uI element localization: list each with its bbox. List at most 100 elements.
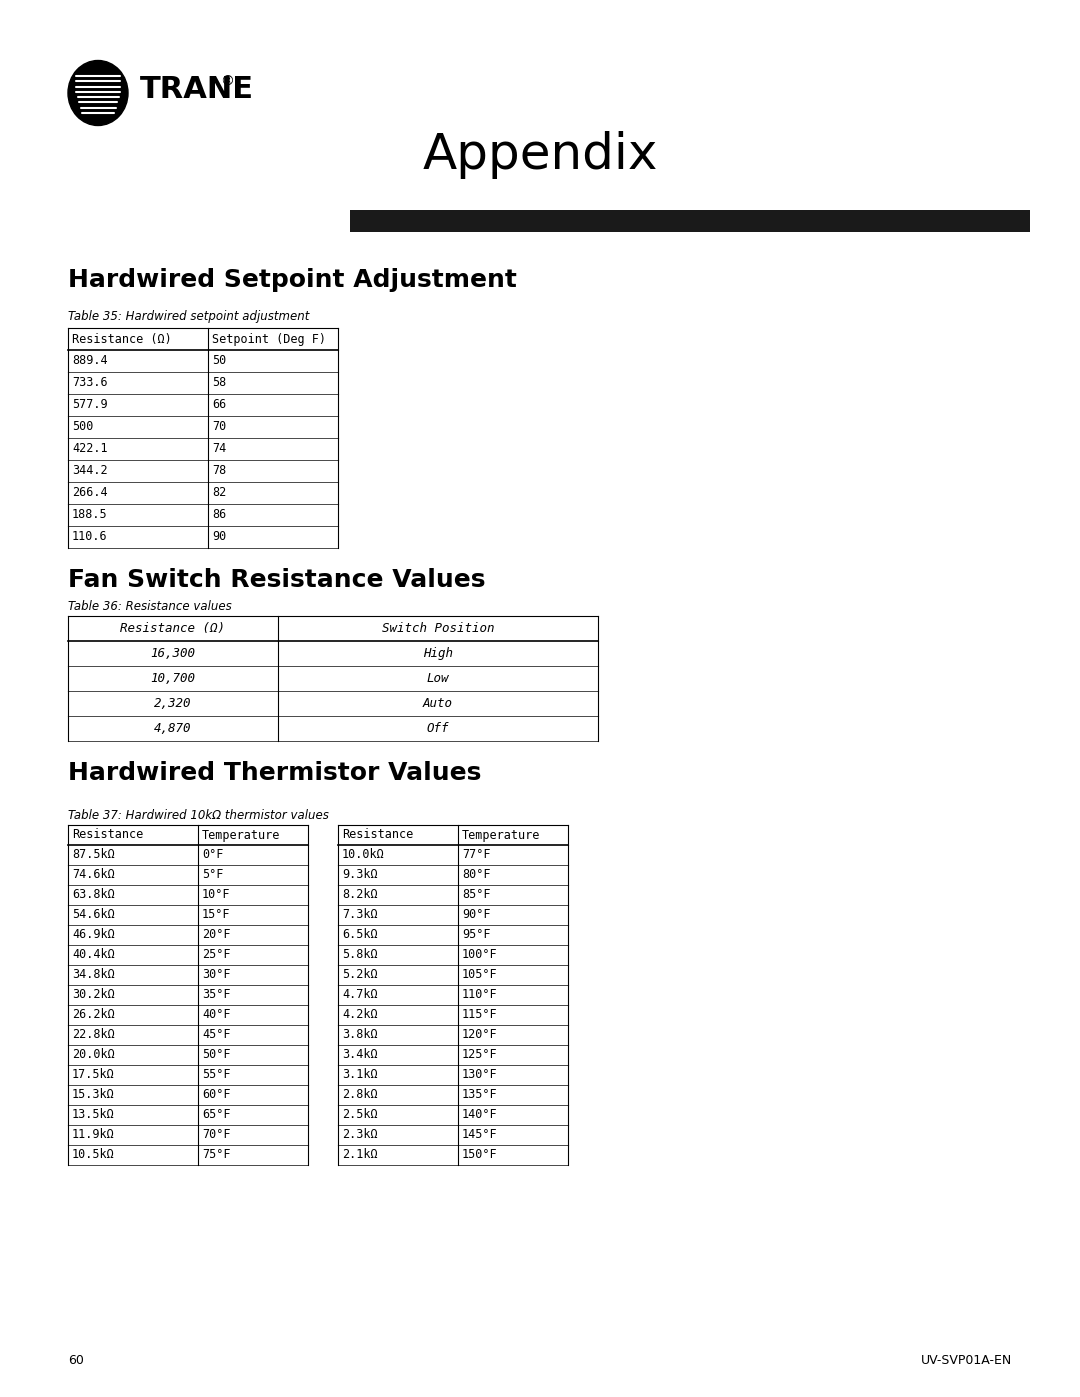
Text: Auto: Auto [423, 697, 453, 710]
Text: 60°F: 60°F [202, 1088, 230, 1101]
Text: Hardwired Setpoint Adjustment: Hardwired Setpoint Adjustment [68, 268, 517, 292]
Text: 9.3kΩ: 9.3kΩ [342, 869, 378, 882]
Text: 125°F: 125°F [462, 1049, 498, 1062]
Text: 5.2kΩ: 5.2kΩ [342, 968, 378, 982]
Text: 889.4: 889.4 [72, 355, 108, 367]
Text: 110°F: 110°F [462, 989, 498, 1002]
Text: 66: 66 [212, 398, 226, 412]
Text: 35°F: 35°F [202, 989, 230, 1002]
Text: Fan Switch Resistance Values: Fan Switch Resistance Values [68, 569, 486, 592]
Text: 4.2kΩ: 4.2kΩ [342, 1009, 378, 1021]
Text: TRANE: TRANE [140, 75, 254, 105]
Text: 120°F: 120°F [462, 1028, 498, 1042]
Text: 11.9kΩ: 11.9kΩ [72, 1129, 114, 1141]
Text: Resistance (Ω): Resistance (Ω) [72, 332, 172, 345]
Text: 10.5kΩ: 10.5kΩ [72, 1148, 114, 1161]
Text: 2,320: 2,320 [154, 697, 192, 710]
Text: 26.2kΩ: 26.2kΩ [72, 1009, 114, 1021]
Text: 2.8kΩ: 2.8kΩ [342, 1088, 378, 1101]
Text: 13.5kΩ: 13.5kΩ [72, 1108, 114, 1122]
Text: Resistance: Resistance [72, 828, 144, 841]
Text: 10.0kΩ: 10.0kΩ [342, 848, 384, 862]
Text: Off: Off [427, 722, 449, 735]
Text: Low: Low [427, 672, 449, 685]
Text: Temperature: Temperature [202, 828, 281, 841]
Text: 8.2kΩ: 8.2kΩ [342, 888, 378, 901]
Text: 10,700: 10,700 [150, 672, 195, 685]
Text: 4,870: 4,870 [154, 722, 192, 735]
Text: Table 37: Hardwired 10kΩ thermistor values: Table 37: Hardwired 10kΩ thermistor valu… [68, 809, 329, 821]
Text: 3.8kΩ: 3.8kΩ [342, 1028, 378, 1042]
Text: 266.4: 266.4 [72, 486, 108, 500]
Text: 25°F: 25°F [202, 949, 230, 961]
Text: 130°F: 130°F [462, 1069, 498, 1081]
Text: 75°F: 75°F [202, 1148, 230, 1161]
Text: 20°F: 20°F [202, 929, 230, 942]
Text: 188.5: 188.5 [72, 509, 108, 521]
Text: Resistance: Resistance [342, 828, 414, 841]
Text: 78: 78 [212, 464, 226, 478]
Text: 150°F: 150°F [462, 1148, 498, 1161]
Text: 422.1: 422.1 [72, 443, 108, 455]
Text: 86: 86 [212, 509, 226, 521]
Text: 54.6kΩ: 54.6kΩ [72, 908, 114, 922]
Text: 5°F: 5°F [202, 869, 224, 882]
Text: Resistance (Ω): Resistance (Ω) [121, 622, 226, 636]
Text: 40.4kΩ: 40.4kΩ [72, 949, 114, 961]
Text: 105°F: 105°F [462, 968, 498, 982]
Text: 110.6: 110.6 [72, 531, 108, 543]
Text: 10°F: 10°F [202, 888, 230, 901]
Text: 74.6kΩ: 74.6kΩ [72, 869, 114, 882]
Text: 30.2kΩ: 30.2kΩ [72, 989, 114, 1002]
Text: 46.9kΩ: 46.9kΩ [72, 929, 114, 942]
Text: 5.8kΩ: 5.8kΩ [342, 949, 378, 961]
Text: 344.2: 344.2 [72, 464, 108, 478]
Text: 17.5kΩ: 17.5kΩ [72, 1069, 114, 1081]
Text: 20.0kΩ: 20.0kΩ [72, 1049, 114, 1062]
Text: 50°F: 50°F [202, 1049, 230, 1062]
Text: 500: 500 [72, 420, 93, 433]
Text: 733.6: 733.6 [72, 377, 108, 390]
Text: 6.5kΩ: 6.5kΩ [342, 929, 378, 942]
Text: Table 36: Resistance values: Table 36: Resistance values [68, 599, 232, 613]
Text: 3.4kΩ: 3.4kΩ [342, 1049, 378, 1062]
Text: 87.5kΩ: 87.5kΩ [72, 848, 114, 862]
Text: 145°F: 145°F [462, 1129, 498, 1141]
Text: 140°F: 140°F [462, 1108, 498, 1122]
Text: 0°F: 0°F [202, 848, 224, 862]
Text: 77°F: 77°F [462, 848, 490, 862]
Text: 65°F: 65°F [202, 1108, 230, 1122]
Text: 3.1kΩ: 3.1kΩ [342, 1069, 378, 1081]
Text: 22.8kΩ: 22.8kΩ [72, 1028, 114, 1042]
Text: 82: 82 [212, 486, 226, 500]
Text: 15.3kΩ: 15.3kΩ [72, 1088, 114, 1101]
Text: 45°F: 45°F [202, 1028, 230, 1042]
Text: 15°F: 15°F [202, 908, 230, 922]
Text: 30°F: 30°F [202, 968, 230, 982]
Ellipse shape [68, 60, 129, 126]
Text: 2.3kΩ: 2.3kΩ [342, 1129, 378, 1141]
Text: 90°F: 90°F [462, 908, 490, 922]
Text: 2.5kΩ: 2.5kΩ [342, 1108, 378, 1122]
Text: 90: 90 [212, 531, 226, 543]
Text: 55°F: 55°F [202, 1069, 230, 1081]
Text: 7.3kΩ: 7.3kΩ [342, 908, 378, 922]
Text: 95°F: 95°F [462, 929, 490, 942]
Bar [350, 210, 1030, 232]
Text: 63.8kΩ: 63.8kΩ [72, 888, 114, 901]
Text: 85°F: 85°F [462, 888, 490, 901]
Text: Switch Position: Switch Position [381, 622, 495, 636]
Text: 58: 58 [212, 377, 226, 390]
Text: High: High [423, 647, 453, 659]
Text: 115°F: 115°F [462, 1009, 498, 1021]
Text: 2.1kΩ: 2.1kΩ [342, 1148, 378, 1161]
Text: 4.7kΩ: 4.7kΩ [342, 989, 378, 1002]
Text: 135°F: 135°F [462, 1088, 498, 1101]
Text: 34.8kΩ: 34.8kΩ [72, 968, 114, 982]
Text: ®: ® [220, 75, 234, 89]
Text: 50: 50 [212, 355, 226, 367]
Text: 70: 70 [212, 420, 226, 433]
Text: Appendix: Appendix [422, 131, 658, 179]
Text: UV-SVP01A-EN: UV-SVP01A-EN [921, 1354, 1012, 1366]
Text: 577.9: 577.9 [72, 398, 108, 412]
